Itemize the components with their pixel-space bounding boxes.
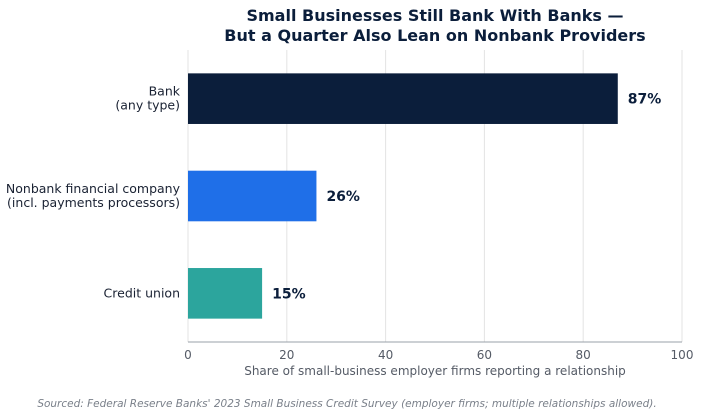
data-label-0: 87% [628, 92, 662, 108]
category-label-1-line-1: Nonbank financial company [6, 181, 181, 196]
x-tick-label-20: 20 [279, 348, 294, 362]
bars: 87% 26% 15% [188, 73, 662, 319]
category-label-0-line-2: (any type) [115, 98, 180, 113]
x-tick-label-60: 60 [477, 348, 492, 362]
x-axis-label: Share of small-business employer firms r… [244, 364, 626, 378]
x-tick-label-0: 0 [184, 348, 192, 362]
category-label-0-line-1: Bank [149, 84, 181, 99]
category-label-2-line-1: Credit union [104, 285, 180, 300]
data-label-1: 26% [326, 189, 360, 205]
bar-1 [188, 170, 317, 222]
x-tick-label-80: 80 [576, 348, 591, 362]
bar-0 [188, 73, 618, 124]
chart-title-line-1: Small Businesses Still Bank With Banks — [246, 6, 623, 25]
chart-title: Small Businesses Still Bank With Banks —… [224, 6, 645, 45]
category-label-1-line-2: (incl. payments processors) [7, 195, 180, 210]
chart-title-line-2: But a Quarter Also Lean on Nonbank Provi… [224, 26, 645, 45]
bar-2 [188, 268, 263, 319]
source-note: Sourced: Federal Reserve Banks' 2023 Sma… [37, 398, 656, 410]
data-label-2: 15% [272, 286, 306, 302]
category-labels: Bank(any type) Nonbank financial company(… [6, 84, 181, 301]
x-tick-label-100: 100 [671, 348, 694, 362]
x-tick-labels: 0 20 40 60 80 100 [184, 348, 693, 362]
x-tick-label-40: 40 [378, 348, 393, 362]
